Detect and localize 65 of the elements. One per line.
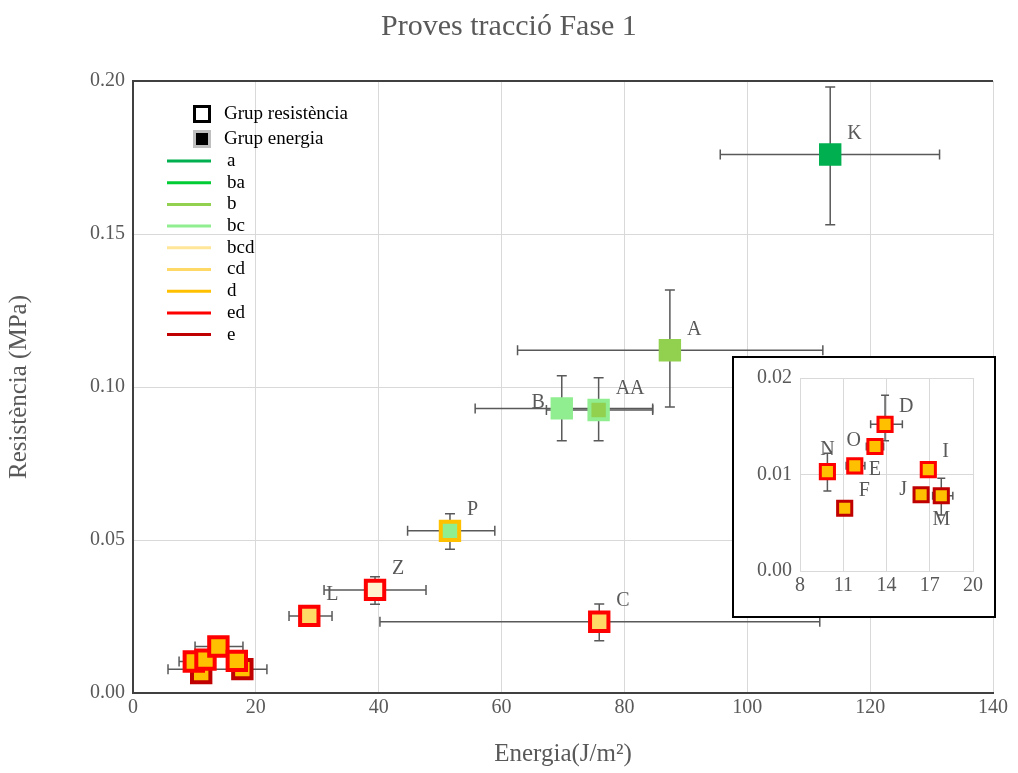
- point: [836, 499, 854, 517]
- y-tick-label: 0.00: [757, 558, 792, 581]
- annotation: C: [616, 587, 630, 610]
- point: [298, 604, 321, 628]
- legend-label: d: [227, 279, 237, 301]
- legend-label: e: [227, 322, 236, 344]
- point: [866, 437, 884, 456]
- point: [207, 635, 230, 658]
- legend-label: a: [227, 148, 236, 170]
- point: [919, 461, 937, 479]
- point: [658, 339, 682, 362]
- x-tick-label: 20: [963, 573, 983, 596]
- y-tick-label: 0.01: [757, 461, 792, 484]
- x-tick-label: 120: [855, 695, 886, 718]
- annotation: O: [846, 428, 861, 451]
- point: [363, 578, 387, 602]
- point: [225, 649, 249, 673]
- annotation: I: [942, 438, 949, 461]
- x-tick-label: 17: [919, 573, 940, 596]
- x-tick-label: 0: [128, 695, 138, 718]
- x-tick-label: 100: [732, 695, 763, 718]
- x-tick-label: 11: [833, 573, 853, 596]
- legend-label: bc: [227, 214, 245, 236]
- annotation: P: [466, 497, 479, 520]
- x-tick-label: 80: [614, 695, 635, 718]
- point: [438, 519, 462, 543]
- y-tick-label: 0.00: [90, 680, 125, 703]
- x-tick-label: 60: [491, 695, 512, 718]
- point: [846, 457, 864, 475]
- y-axis-title: Resistència (MPa): [3, 295, 32, 479]
- annotation: Grup resistència: [224, 101, 349, 123]
- legend-label: cd: [227, 257, 246, 279]
- x-tick-label: 40: [368, 695, 389, 718]
- point: [819, 143, 842, 166]
- point: [876, 415, 894, 433]
- y-tick-label: 0.10: [90, 374, 125, 397]
- x-tick-label: 8: [795, 573, 805, 596]
- annotation: D: [899, 393, 914, 416]
- legend-label: ed: [227, 300, 246, 322]
- annotation: K: [847, 120, 863, 143]
- x-tick-label: 140: [978, 695, 1008, 718]
- point: [818, 463, 836, 481]
- y-tick-label: 0.05: [90, 527, 125, 550]
- legend-label: bcd: [227, 235, 255, 257]
- point: [912, 486, 930, 504]
- x-tick-label: 20: [245, 695, 266, 718]
- annotation: AA: [615, 376, 646, 399]
- legend-label: ba: [227, 170, 246, 192]
- annotation: J: [899, 476, 908, 499]
- point: [932, 487, 950, 505]
- annotation: Grup energia: [224, 126, 324, 148]
- annotation: E: [868, 457, 881, 480]
- annotation: F: [858, 477, 870, 500]
- annotation: B: [531, 390, 545, 413]
- annotation: M: [932, 506, 951, 529]
- x-tick-label: 14: [876, 573, 897, 596]
- annotation: A: [686, 316, 702, 339]
- point: [588, 610, 611, 633]
- chart-title: Proves tracció Fase 1: [380, 8, 638, 42]
- x-axis-title: Energia(J/m²): [494, 738, 632, 767]
- y-tick-label: 0.20: [90, 68, 125, 91]
- y-tick-label: 0.02: [757, 365, 792, 388]
- legend-label: b: [227, 192, 237, 214]
- annotation: Z: [392, 556, 405, 579]
- y-tick-label: 0.15: [90, 221, 125, 244]
